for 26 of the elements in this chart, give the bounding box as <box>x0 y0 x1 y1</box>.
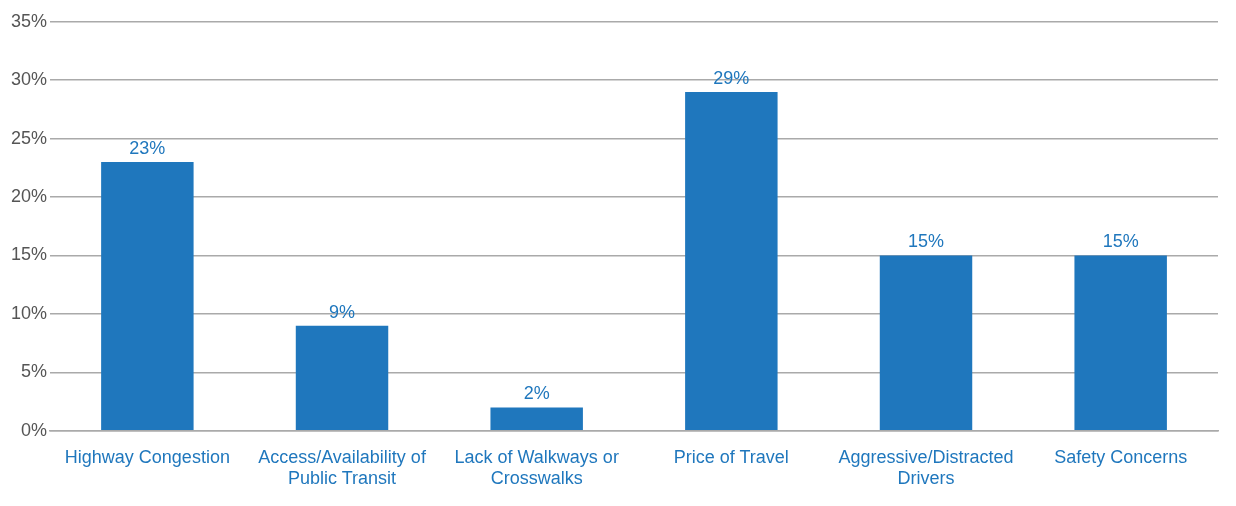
x-tick-label: Aggressive/Distracted Drivers <box>838 446 1014 489</box>
bar <box>490 407 583 431</box>
y-tick-label: 0% <box>21 419 48 440</box>
data-label: 15% <box>1102 231 1139 252</box>
y-tick-label: 35% <box>11 10 48 31</box>
data-label: 2% <box>523 383 550 404</box>
bar <box>101 162 194 431</box>
x-tick-label: Highway Congestion <box>64 446 230 467</box>
y-tick-label: 10% <box>11 302 48 323</box>
y-tick-label: 30% <box>11 69 48 90</box>
x-tick-label: Lack of Walkways or Crosswalks <box>454 446 619 489</box>
bar <box>879 255 973 431</box>
x-tick-label: Price of Travel <box>673 446 789 467</box>
y-tick-label: 15% <box>11 244 48 265</box>
bar <box>1074 255 1167 431</box>
x-tick-label: Access/Availability of Public Transit <box>258 446 427 489</box>
y-tick-label: 25% <box>11 127 48 148</box>
data-label: 15% <box>907 231 945 252</box>
y-tick-label: 5% <box>21 361 48 382</box>
x-tick-label: Safety Concerns <box>1054 446 1188 467</box>
data-label: 29% <box>713 67 750 88</box>
bar <box>685 91 778 431</box>
data-label: 9% <box>329 301 356 322</box>
y-tick-label: 20% <box>11 186 48 207</box>
data-label: 23% <box>129 138 166 158</box>
bar <box>295 325 389 431</box>
